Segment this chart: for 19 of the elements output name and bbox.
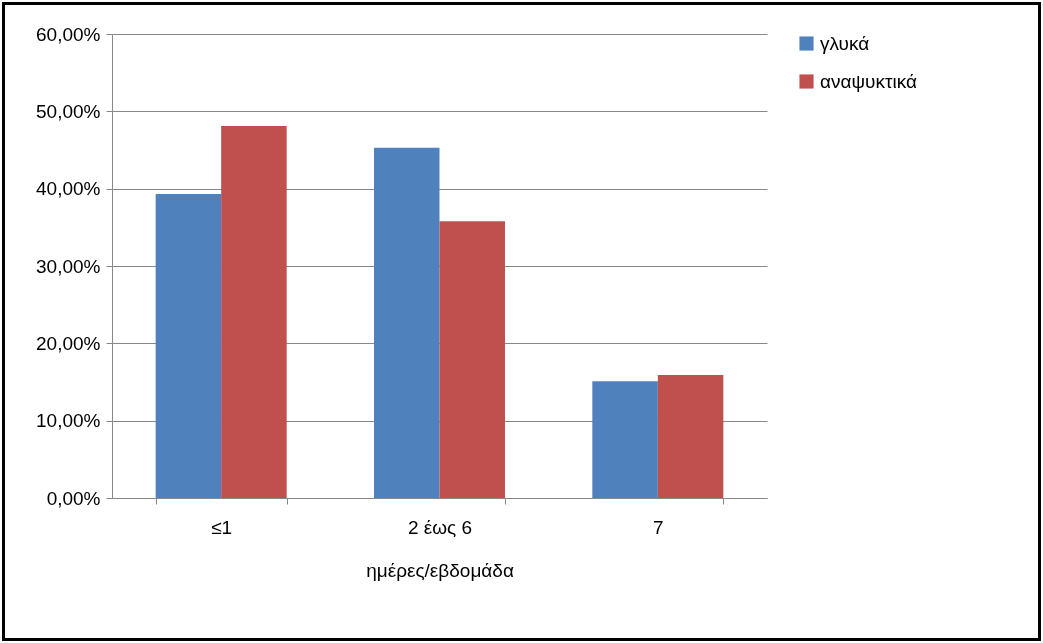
bar [657,375,724,498]
x-tick-label: 2 έως 6 [407,516,473,538]
y-tick-label: 60,00% [36,23,101,45]
y-tick-label: 40,00% [36,178,101,200]
x-tick-label: ≤1 [211,516,233,538]
y-tick-label: 30,00% [36,255,101,277]
y-tick-label: 10,00% [36,410,101,432]
x-tick-label: 7 [653,516,664,538]
legend-label: γλυκά [820,32,870,54]
x-axis-title: ημέρες/εβδομάδα [366,559,514,581]
bar [592,381,658,498]
bar [439,221,505,498]
bar [374,147,440,498]
y-tick-label: 20,00% [36,332,101,354]
bar [155,194,222,498]
bar [221,126,287,498]
legend-label: αναψυκτικά [820,70,917,92]
y-tick-label: 0,00% [46,487,101,509]
y-tick-label: 50,00% [36,100,101,122]
